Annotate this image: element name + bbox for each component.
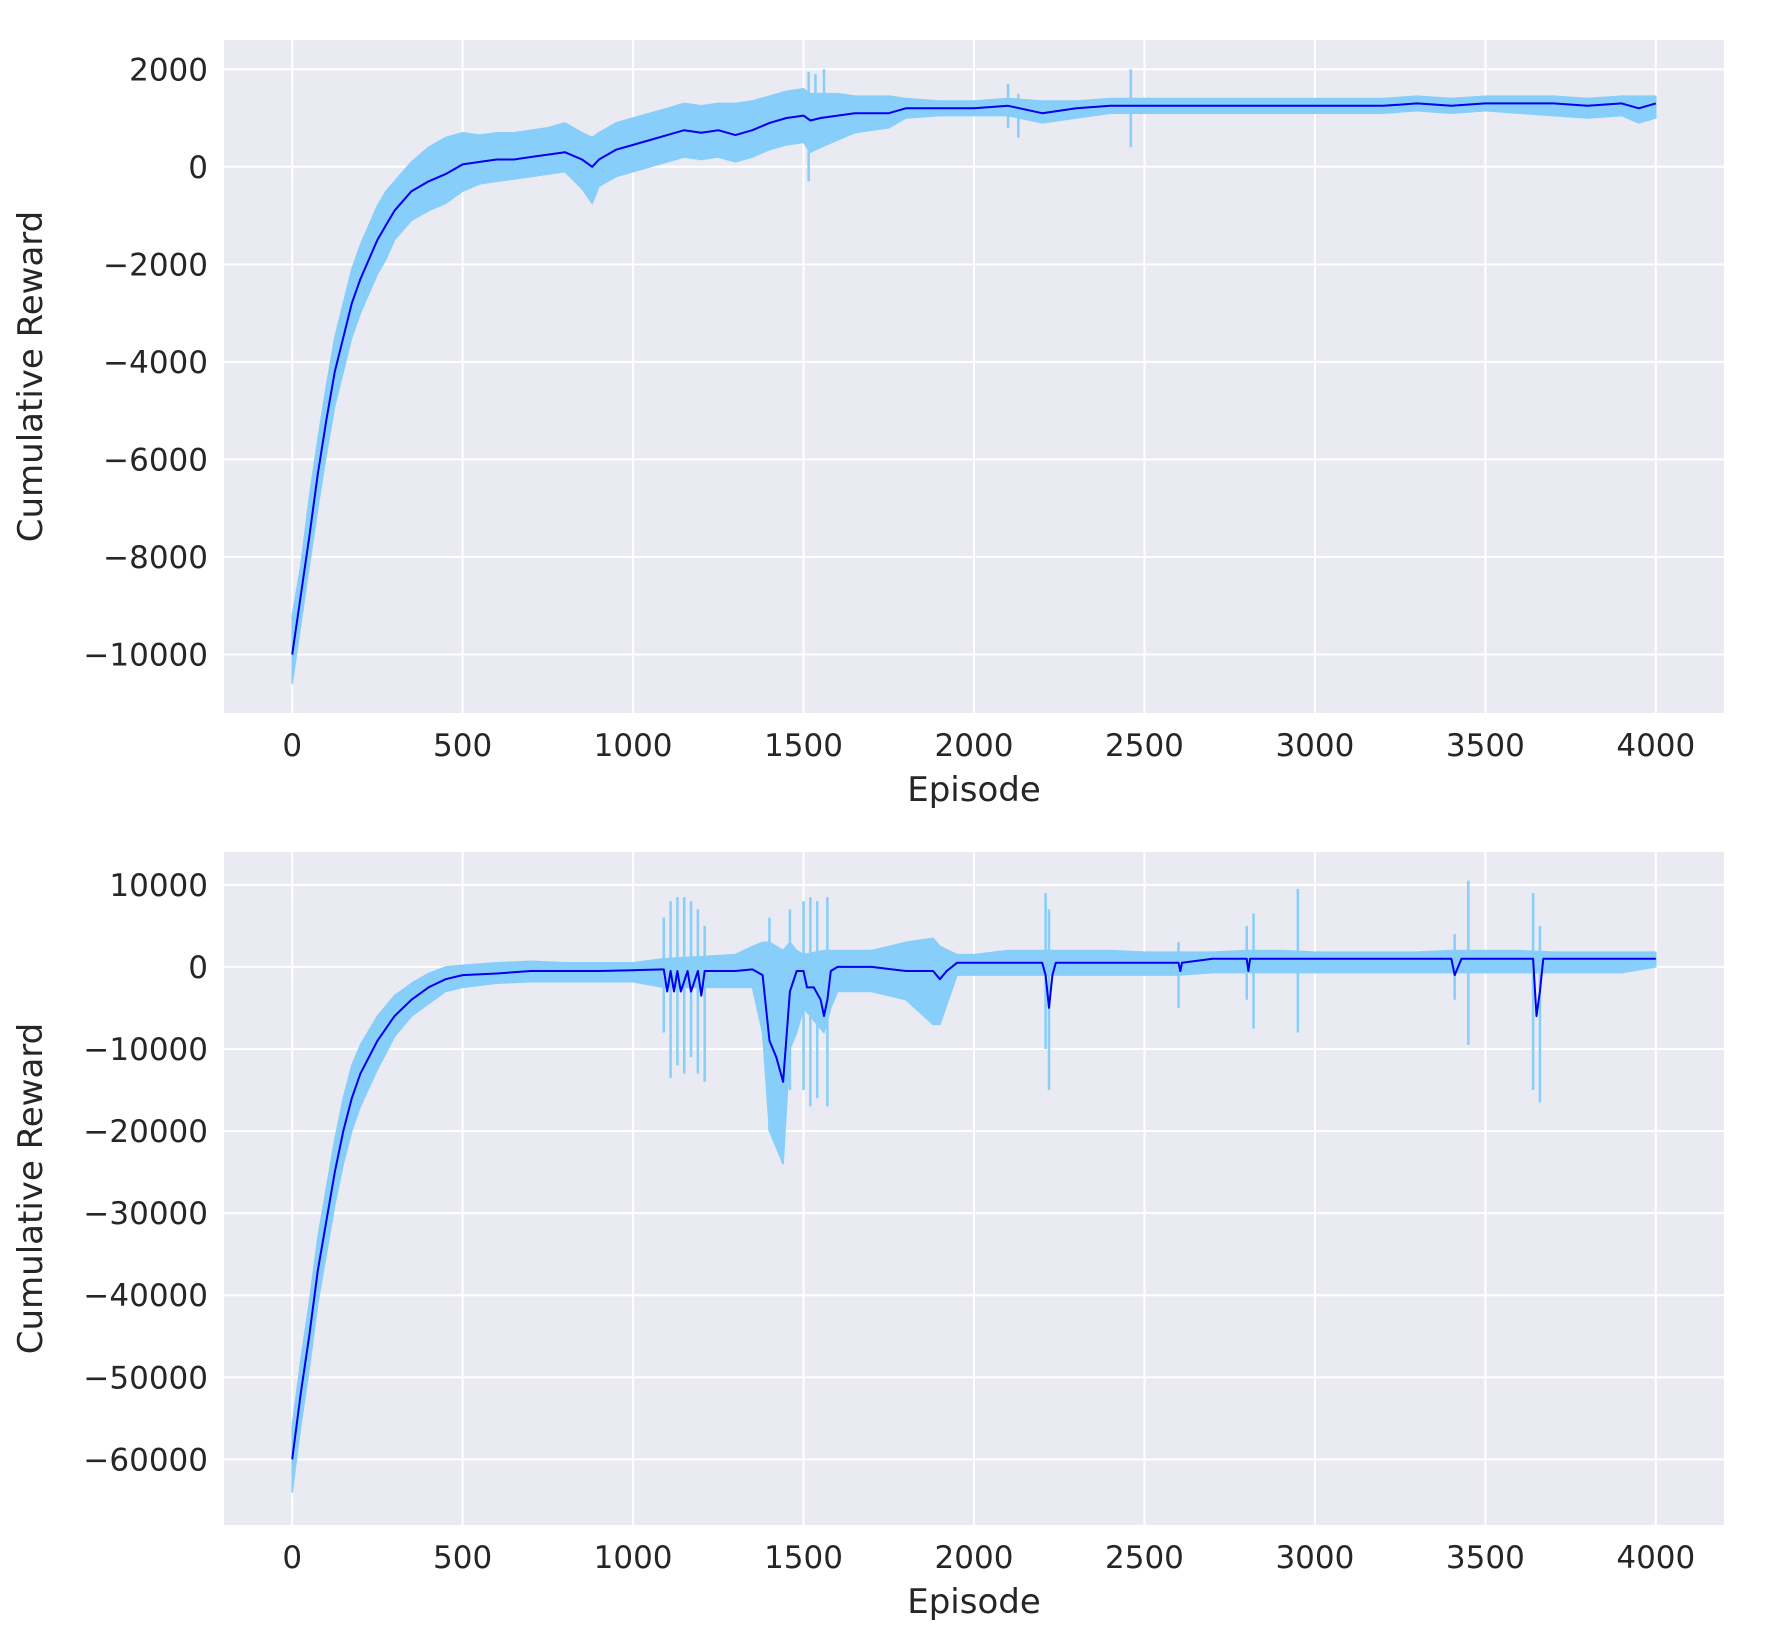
y-tick-label: −2000 [103,247,208,283]
y-tick-label: −6000 [103,442,208,478]
x-tick-label: 500 [433,1540,492,1576]
y-tick-label: −40000 [83,1278,208,1314]
y-tick-label: 10000 [109,868,208,904]
y-tick-label: −8000 [103,540,208,576]
reward-range-band [291,88,1657,685]
mean-reward-line [291,957,1656,1460]
x-tick-label: 1000 [594,728,673,764]
x-tick-label: 4000 [1616,1540,1695,1576]
y-tick-label: −4000 [103,345,208,381]
x-tick-label: 500 [433,728,492,764]
y-tick-label: −20000 [83,1114,208,1150]
y-tick-label: 0 [188,150,208,186]
chart-panel-1: 0 500 1000 1500 2000 2500 3000 3500 4000 2000 0 −20… [11,40,1724,810]
y-tick-label: 0 [188,950,208,986]
y-axis-label: Cumulative Reward [11,211,51,542]
y-tick-label: −10000 [83,637,208,673]
y-tick-label: −60000 [83,1442,208,1478]
x-tick-label: 1500 [764,1540,843,1576]
x-tick-label: 1000 [594,1540,673,1576]
y-tick-labels: 10000 0 −10000 −20000 −30000 −40000 −50000 −600… [83,868,208,1479]
x-tick-labels: 0 500 1000 1500 2000 2500 3000 3500 4000 [282,1540,1695,1576]
y-tick-label: −50000 [83,1360,208,1396]
x-tick-label: 0 [282,728,302,764]
x-tick-label: 3000 [1275,728,1354,764]
mean-reward-line [291,102,1657,655]
x-axis-label: Episode [907,770,1041,810]
y-axis-label: Cumulative Reward [11,1023,51,1354]
x-tick-label: 3500 [1446,728,1525,764]
x-tick-label: 2000 [935,1540,1014,1576]
x-tick-label: 1500 [764,728,843,764]
x-tick-label: 0 [282,1540,302,1576]
y-tick-label: 2000 [129,52,208,88]
x-tick-label: 2000 [935,728,1014,764]
y-tick-label: −10000 [83,1032,208,1068]
x-axis-label: Episode [907,1582,1041,1622]
x-tick-label: 2500 [1105,728,1184,764]
x-tick-label: 3000 [1275,1540,1354,1576]
reward-spikes [807,69,1133,182]
x-tick-label: 4000 [1616,728,1695,764]
x-tick-label: 2500 [1105,1540,1184,1576]
x-tick-labels: 0 500 1000 1500 2000 2500 3000 3500 4000 [282,728,1695,764]
chart-panel-2: 0 500 1000 1500 2000 2500 3000 3500 4000 10000 0 −1… [11,852,1724,1622]
y-tick-label: −30000 [83,1196,208,1232]
x-tick-label: 3500 [1446,1540,1525,1576]
y-tick-labels: 2000 0 −2000 −4000 −6000 −8000 −10000 [83,52,208,673]
